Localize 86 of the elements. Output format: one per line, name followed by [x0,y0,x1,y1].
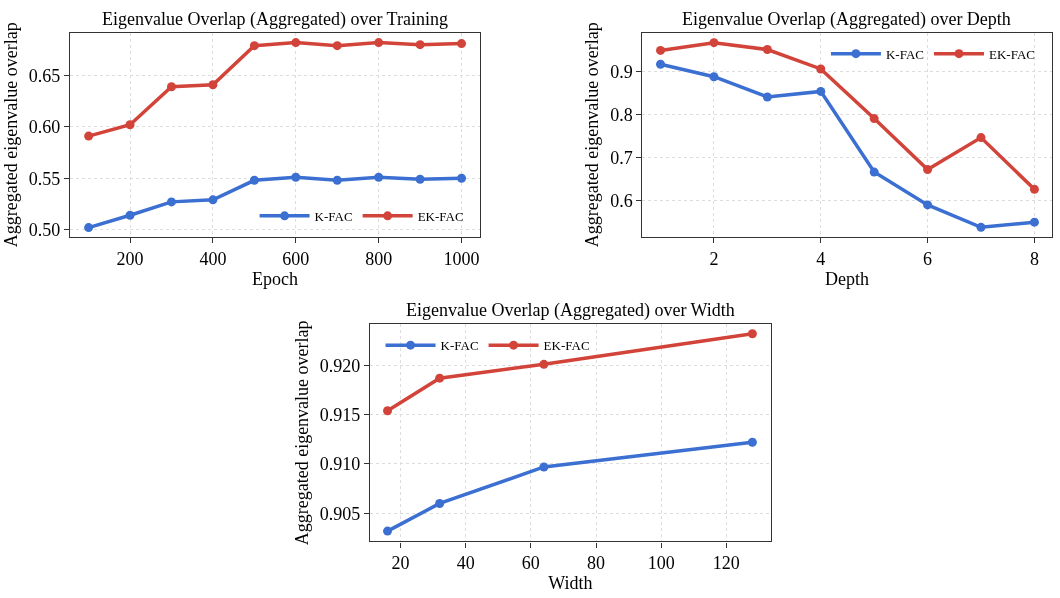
point [869,167,879,177]
x-tick-label: 80 [587,553,606,574]
point [539,462,549,472]
y-tick-label: 0.6 [610,191,633,212]
y-tick-label: 0.55 [28,168,61,189]
legend-label: K-FAC [885,46,924,62]
legend-label: EK-FAC [988,46,1035,62]
point [249,41,259,51]
point [383,526,393,536]
legend-label: EK-FAC [417,208,464,224]
y-tick-label: 0.915 [319,404,361,425]
x-tick-label: 100 [647,553,675,574]
legend-label: K-FAC [314,208,353,224]
x-tick-label: 2 [709,248,719,269]
legend-label: K-FAC [440,338,479,354]
point [762,45,772,55]
point [923,200,933,210]
y-tick-label: 0.8 [610,105,633,126]
point [383,406,393,416]
y-tick-label: 0.65 [28,65,61,86]
x-tick-label: 40 [456,553,475,574]
point [976,133,986,143]
point [125,210,135,220]
y-tick-label: 0.905 [319,503,361,524]
chart-title: Eigenvalue Overlap (Aggregated) over Training [102,9,448,30]
point [291,172,301,182]
point [435,498,445,508]
legend-label: EK-FAC [543,338,590,354]
point [457,173,467,183]
y-tick-label: 0.910 [319,454,361,475]
point [709,72,719,82]
point [457,39,467,49]
point [166,197,176,207]
point [539,359,549,369]
x-tick-label: 800 [365,248,393,269]
point [208,195,218,205]
point [291,38,301,48]
point [1029,217,1039,227]
point [816,86,826,96]
y-axis-title: Aggregated eigenvalue overlap [291,320,312,546]
x-tick-label: 6 [923,248,933,269]
y-tick-label: 0.9 [610,61,633,82]
point [166,82,176,92]
chart-title: Eigenvalue Overlap (Aggregated) over Width [406,300,735,321]
y-tick-label: 0.920 [319,355,361,376]
y-tick-label: 0.7 [610,148,633,169]
x-axis-title: Depth [824,268,869,289]
x-tick-label: 4 [816,248,826,269]
y-tick-label: 0.50 [28,219,61,240]
point [869,114,879,124]
x-tick-label: 8 [1029,248,1039,269]
point [1029,184,1039,194]
point [374,172,384,182]
y-tick-label: 0.60 [28,117,61,138]
x-tick-label: 400 [199,248,227,269]
point [747,329,757,339]
point [656,59,666,69]
y-axis-title: Aggregated eigenvalue overlap [0,22,21,248]
x-axis-title: Epoch [252,268,299,289]
point [976,222,986,232]
point [747,437,757,447]
point [249,175,259,185]
point [415,40,425,50]
point [84,131,94,141]
chart-title: Eigenvalue Overlap (Aggregated) over Depth [682,9,1011,30]
point [374,38,384,48]
point [125,120,135,130]
point [762,92,772,102]
point [435,373,445,383]
y-axis-title: Aggregated eigenvalue overlap [582,22,603,248]
point [332,175,342,185]
x-tick-label: 20 [391,553,410,574]
point [816,64,826,74]
x-tick-label: 600 [282,248,310,269]
point [208,80,218,90]
x-tick-label: 1000 [443,248,480,269]
point [656,45,666,55]
point [84,223,94,233]
x-tick-label: 200 [116,248,144,269]
point [709,38,719,48]
x-axis-title: Width [548,573,593,594]
point [332,41,342,51]
point [415,174,425,184]
x-tick-label: 120 [712,553,740,574]
point [923,165,933,174]
x-tick-label: 60 [521,553,540,574]
